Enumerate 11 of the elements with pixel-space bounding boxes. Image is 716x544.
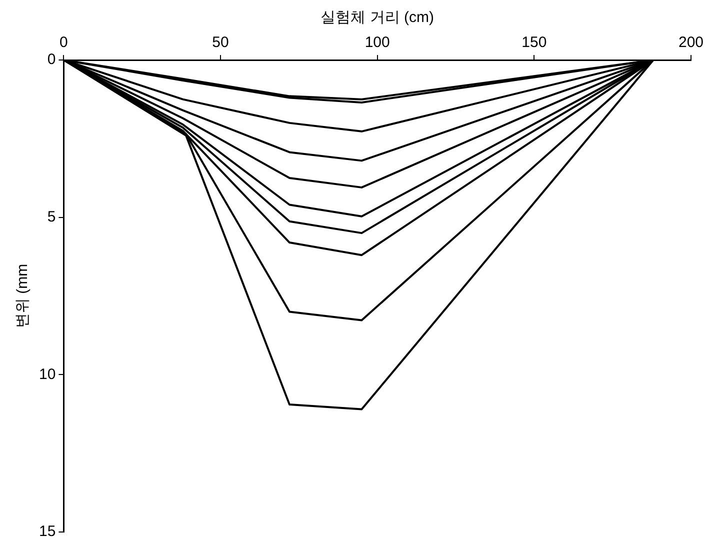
x-tick-label: 150 bbox=[522, 34, 547, 52]
y-tick-label: 0 bbox=[47, 51, 56, 68]
y-tick-label: 10 bbox=[38, 366, 56, 383]
x-tick-label: 100 bbox=[364, 34, 390, 52]
x-axis-title: 실험체 거리 (cm) bbox=[320, 9, 434, 26]
x-tick-label: 50 bbox=[212, 34, 229, 52]
y-axis-title: 변위 (mm bbox=[14, 264, 32, 328]
y-tick-label: 5 bbox=[47, 208, 56, 226]
x-tick-label: 0 bbox=[60, 34, 68, 52]
y-tick-label: 15 bbox=[38, 523, 56, 540]
x-tick-label: 200 bbox=[678, 34, 704, 52]
